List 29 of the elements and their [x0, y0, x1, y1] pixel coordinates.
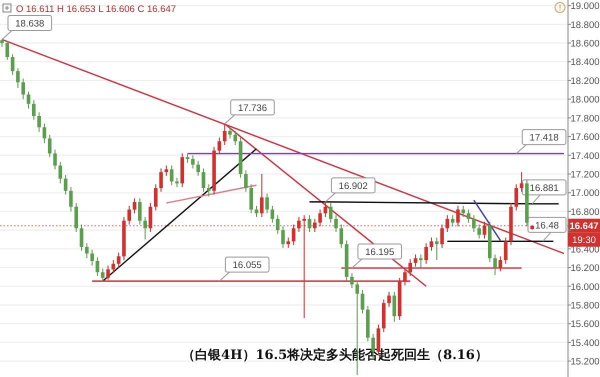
y-tick-label: 15.600 — [570, 319, 600, 330]
annotation: O 16.611 H 16.653 L 16.606 C 16.647 — [16, 4, 176, 15]
data-label: 18.638 — [15, 18, 44, 30]
data-label: 16.48 — [535, 220, 559, 232]
data-label: 16.881 — [530, 182, 559, 194]
y-tick-label: 17.800 — [570, 113, 600, 124]
data-label: 16.055 — [232, 260, 262, 272]
data-label: 17.736 — [238, 102, 268, 114]
ref-line-label: 16.647 — [569, 221, 599, 232]
y-tick-label: 17.400 — [570, 150, 600, 162]
y-tick-label: 16.000 — [570, 282, 600, 293]
y-tick-label: 18.000 — [570, 94, 600, 106]
y-tick-label: 15.200 — [570, 356, 600, 368]
y-tick-label: 16.800 — [570, 206, 600, 218]
data-label: 16.195 — [365, 247, 394, 258]
y-tick-label: 15.400 — [570, 338, 600, 349]
y-tick-label: 17.200 — [570, 170, 600, 180]
data-label: 17.418 — [530, 132, 559, 144]
y-tick-label: 18.800 — [570, 20, 600, 31]
y-tick-label: 18.600 — [570, 38, 600, 50]
y-tick-label: 17.600 — [570, 132, 600, 144]
text: 19:30 — [572, 235, 596, 246]
y-tick-label: 17.000 — [570, 188, 600, 200]
y-tick-label: 19.000 — [570, 1, 600, 12]
y-tick-label: 16.200 — [570, 263, 600, 274]
y-tick-label: 18.200 — [570, 76, 600, 87]
y-tick-label: 18.400 — [570, 57, 600, 68]
y-tick-label: 15.800 — [570, 300, 600, 312]
data-label: 16.902 — [338, 180, 368, 192]
